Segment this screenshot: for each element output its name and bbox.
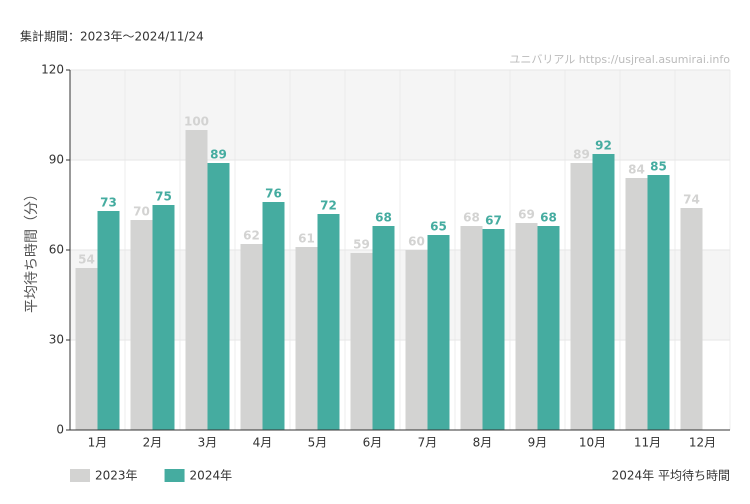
bar — [680, 208, 703, 430]
legend-swatch — [164, 469, 185, 482]
value-label: 62 — [243, 229, 260, 243]
y-tick-label: 120 — [41, 63, 64, 77]
bar — [592, 154, 615, 430]
bar — [130, 220, 153, 430]
x-tick-label: 5月 — [308, 436, 328, 450]
note: 2024年 平均待ち時間 — [612, 469, 730, 483]
value-label: 59 — [353, 238, 370, 252]
bar — [372, 226, 395, 430]
value-label: 92 — [595, 139, 612, 153]
bar — [240, 244, 263, 430]
y-tick-label: 60 — [49, 243, 64, 257]
x-tick-label: 10月 — [579, 436, 606, 450]
value-label: 68 — [540, 211, 557, 225]
value-label: 89 — [210, 148, 227, 162]
value-label: 72 — [320, 199, 337, 213]
value-label: 76 — [265, 187, 282, 201]
y-tick-label: 30 — [49, 333, 64, 347]
bar — [75, 268, 98, 430]
value-label: 84 — [628, 163, 645, 177]
value-label: 65 — [430, 220, 447, 234]
bar — [515, 223, 538, 430]
x-tick-label: 1月 — [88, 436, 108, 450]
x-tick-label: 3月 — [198, 436, 218, 450]
y-tick-label: 0 — [56, 423, 64, 437]
value-label: 85 — [650, 160, 667, 174]
x-tick-label: 8月 — [473, 436, 493, 450]
source: ユニバリアル https://usjreal.asumirai.info — [509, 53, 730, 66]
value-label: 100 — [184, 115, 209, 129]
bar — [207, 163, 230, 430]
value-label: 73 — [100, 196, 117, 210]
bar — [427, 235, 450, 430]
bar — [295, 247, 318, 430]
subtitle: 集計期間：2023年～2024/11/24 — [20, 29, 204, 44]
x-tick-label: 7月 — [418, 436, 438, 450]
x-tick-label: 11月 — [634, 436, 661, 450]
legend-swatch — [70, 469, 90, 482]
value-label: 60 — [408, 235, 425, 249]
value-label: 69 — [518, 208, 535, 222]
bar — [482, 229, 505, 430]
x-tick-label: 4月 — [253, 436, 273, 450]
bar — [460, 226, 483, 430]
bar — [262, 202, 285, 430]
y-axis-label: 平均待ち時間（分） — [24, 187, 40, 313]
legend-label: 2024年 — [190, 469, 233, 483]
value-label: 75 — [155, 190, 172, 204]
bar — [570, 163, 593, 430]
value-label: 74 — [683, 193, 700, 207]
y-tick-label: 90 — [49, 153, 64, 167]
legend-label: 2023年 — [95, 469, 138, 483]
bar — [152, 205, 175, 430]
x-tick-label: 12月 — [689, 436, 716, 450]
bar — [405, 250, 428, 430]
value-label: 67 — [485, 214, 502, 228]
x-tick-label: 9月 — [528, 436, 548, 450]
x-tick-label: 6月 — [363, 436, 383, 450]
value-label: 89 — [573, 148, 590, 162]
value-label: 70 — [133, 205, 150, 219]
x-tick-label: 2月 — [143, 436, 163, 450]
value-label: 61 — [298, 232, 315, 246]
bar — [625, 178, 648, 430]
bar — [97, 211, 120, 430]
bar — [537, 226, 560, 430]
value-label: 68 — [463, 211, 480, 225]
bar — [317, 214, 340, 430]
value-label: 54 — [78, 253, 95, 267]
value-label: 68 — [375, 211, 392, 225]
bar — [647, 175, 670, 430]
bar — [350, 253, 373, 430]
bar — [185, 130, 208, 430]
